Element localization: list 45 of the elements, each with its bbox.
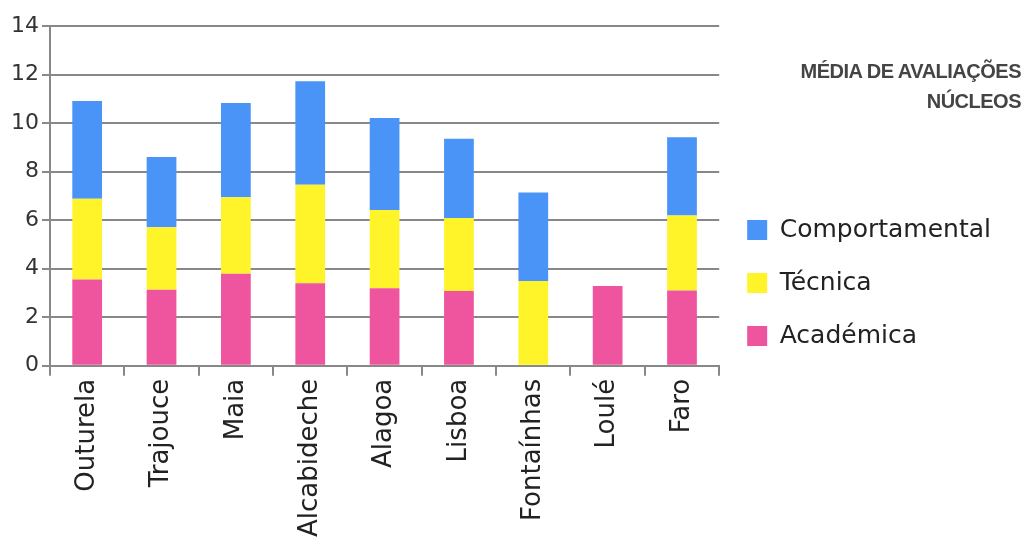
bar [369, 117, 400, 210]
x-tick-label: Faro [664, 378, 695, 434]
x-tick-label: Alcabideche [292, 378, 323, 537]
bar [72, 100, 103, 199]
bar [146, 289, 177, 365]
bar [518, 281, 549, 365]
bar [667, 290, 697, 365]
x-tick-label: Lisboa [441, 378, 472, 463]
bar [221, 102, 251, 198]
bar [295, 184, 326, 284]
y-tick-label: 4 [24, 254, 39, 280]
x-tick-label: Maia [218, 378, 249, 441]
bar [444, 138, 474, 218]
y-tick-label: 14 [10, 11, 39, 37]
legend-label: Académica [779, 319, 918, 349]
bar [72, 198, 103, 280]
x-tick-label: Trajouce [144, 378, 175, 489]
y-tick-label: 6 [24, 205, 39, 231]
bar [444, 217, 474, 292]
bar [146, 157, 177, 228]
bar [72, 279, 103, 365]
bar [444, 291, 474, 365]
bar [221, 197, 251, 274]
x-tick-label: Outurela [69, 378, 100, 492]
y-tick-label: 8 [24, 157, 39, 183]
legend-label: Comportamental [779, 213, 992, 243]
bar [592, 285, 623, 365]
bar [295, 283, 326, 365]
bar [667, 137, 697, 216]
bar [146, 227, 177, 290]
y-tick-label: 2 [24, 302, 39, 328]
y-tick-label: 10 [10, 108, 39, 134]
x-tick-label: Alagoa [367, 378, 398, 469]
y-tick-label: 0 [24, 351, 39, 377]
bar [369, 288, 400, 365]
bar [369, 209, 400, 289]
bar [518, 192, 549, 282]
y-tick-label: 12 [10, 60, 39, 86]
x-tick-label: Fontaínhas [516, 378, 547, 521]
legend-label: Técnica [778, 266, 872, 296]
bar [295, 81, 326, 185]
text: MÉDIA DE AVALIAÇÕES NÚCLEOS [799, 58, 1021, 114]
bar [221, 273, 251, 365]
bar [667, 215, 697, 291]
x-tick-label: Loulé [590, 378, 621, 449]
